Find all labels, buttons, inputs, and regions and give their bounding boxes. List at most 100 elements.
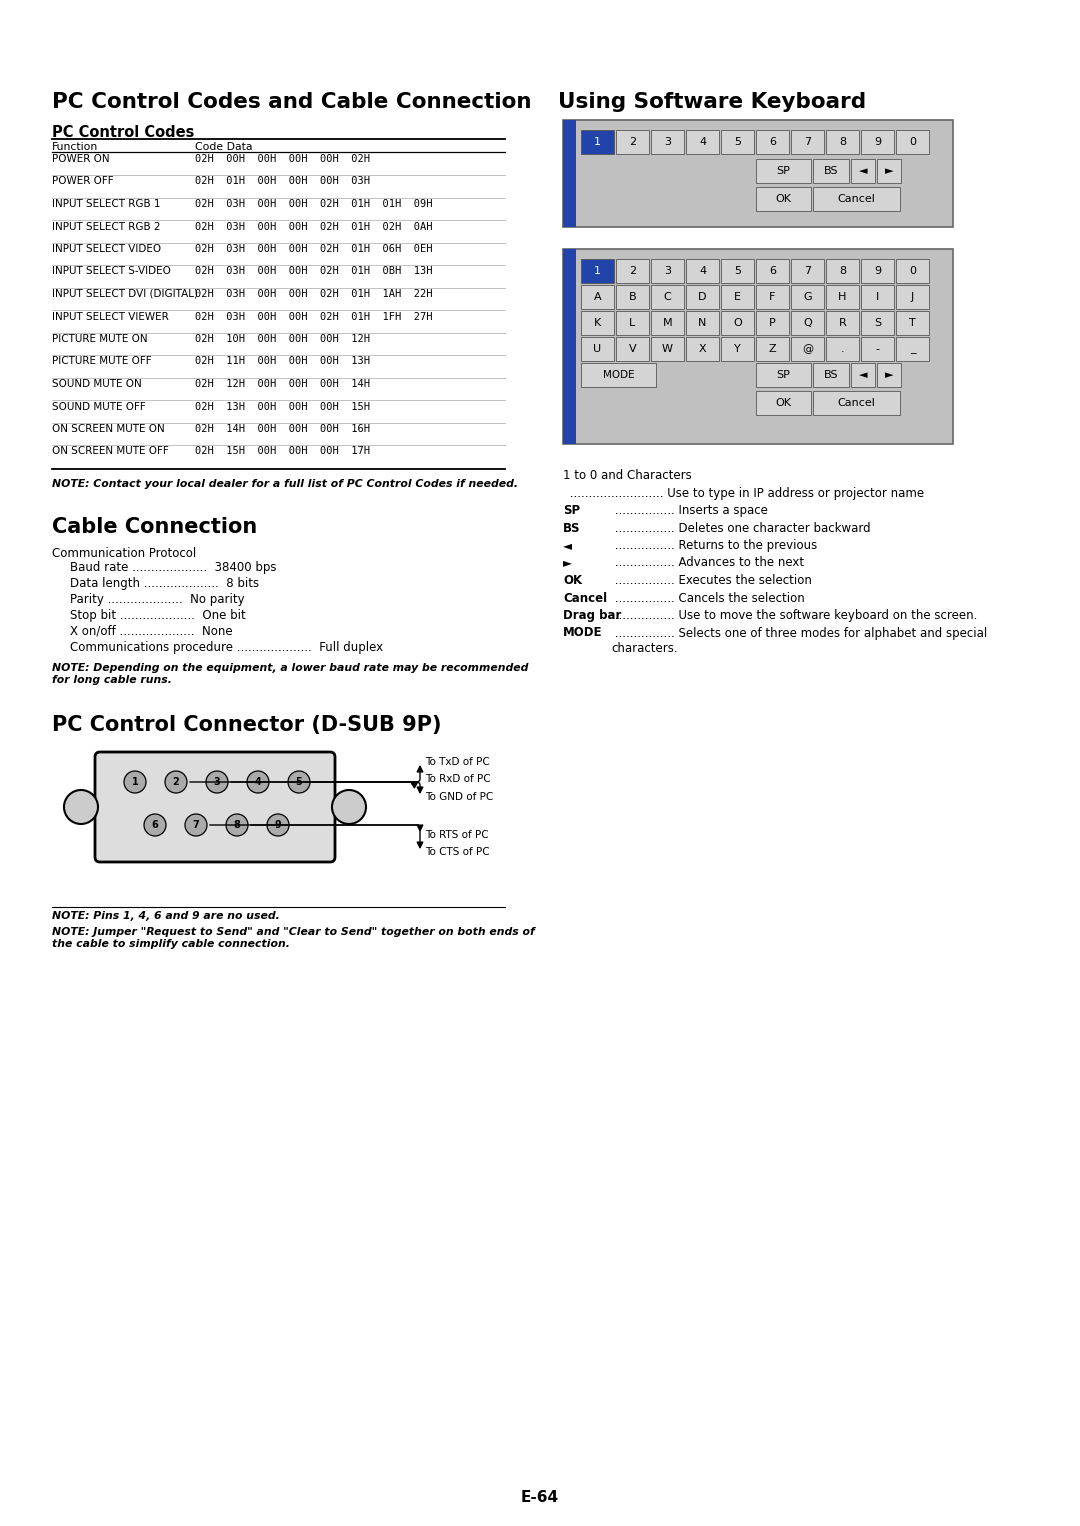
Circle shape	[124, 771, 146, 794]
Text: 2: 2	[629, 137, 636, 146]
Text: POWER OFF: POWER OFF	[52, 177, 113, 186]
Text: A: A	[594, 291, 602, 302]
Bar	[616, 311, 649, 336]
Text: PICTURE MUTE ON: PICTURE MUTE ON	[52, 334, 148, 343]
Text: PC Control Codes: PC Control Codes	[52, 125, 194, 140]
Text: INPUT SELECT VIDEO: INPUT SELECT VIDEO	[52, 244, 161, 253]
Circle shape	[267, 813, 289, 836]
Text: INPUT SELECT RGB 1: INPUT SELECT RGB 1	[52, 198, 161, 209]
Bar	[813, 363, 849, 388]
Text: INPUT SELECT VIEWER: INPUT SELECT VIEWER	[52, 311, 168, 322]
Circle shape	[247, 771, 269, 794]
Text: SP: SP	[777, 369, 791, 380]
Text: OK: OK	[563, 574, 582, 588]
Text: To TxD of PC: To TxD of PC	[426, 757, 489, 768]
Bar	[581, 259, 615, 282]
Text: Communication Protocol: Communication Protocol	[52, 546, 197, 560]
Bar	[756, 363, 811, 388]
Bar	[756, 391, 811, 415]
Text: 8: 8	[233, 819, 241, 830]
Text: ................ Selects one of three modes for alphabet and special
characters.: ................ Selects one of three mo…	[611, 627, 987, 655]
Bar	[791, 337, 824, 362]
Text: M: M	[663, 317, 673, 328]
Bar	[686, 337, 719, 362]
Text: 7: 7	[804, 266, 811, 276]
Bar	[616, 130, 649, 154]
Text: J: J	[910, 291, 914, 302]
Text: F: F	[769, 291, 775, 302]
Text: 02H  11H  00H  00H  00H  13H: 02H 11H 00H 00H 00H 13H	[195, 357, 370, 366]
Text: 7: 7	[192, 819, 200, 830]
Text: ................ Use to move the software keyboard on the screen.: ................ Use to move the softwar…	[611, 609, 977, 623]
Text: 3: 3	[214, 777, 220, 787]
Text: ................ Advances to the next: ................ Advances to the next	[611, 557, 805, 569]
Text: L: L	[630, 317, 636, 328]
Text: 02H  13H  00H  00H  00H  15H: 02H 13H 00H 00H 00H 15H	[195, 401, 370, 412]
Bar	[896, 285, 929, 308]
Bar	[851, 363, 875, 388]
Text: BS: BS	[824, 166, 838, 175]
Bar	[581, 363, 656, 388]
Bar	[756, 159, 811, 183]
Bar	[861, 311, 894, 336]
Bar	[581, 311, 615, 336]
Bar	[651, 130, 684, 154]
Text: 5: 5	[734, 266, 741, 276]
Text: ON SCREEN MUTE ON: ON SCREEN MUTE ON	[52, 424, 165, 433]
Text: T: T	[909, 317, 916, 328]
Text: 5: 5	[296, 777, 302, 787]
Text: Parity ....................  No parity: Parity .................... No parity	[70, 594, 245, 606]
Circle shape	[332, 790, 366, 824]
Text: 4: 4	[699, 266, 706, 276]
Bar	[616, 285, 649, 308]
Text: 8: 8	[839, 137, 846, 146]
Text: BS: BS	[824, 369, 838, 380]
Text: MODE: MODE	[603, 369, 634, 380]
Text: ......................... Use to type in IP address or projector name: ......................... Use to type in…	[566, 487, 924, 499]
Text: S: S	[874, 317, 881, 328]
Bar	[756, 337, 789, 362]
Text: 3: 3	[664, 266, 671, 276]
Text: ◄: ◄	[563, 539, 572, 552]
Bar	[813, 391, 900, 415]
Circle shape	[144, 813, 166, 836]
Text: 02H  03H  00H  00H  02H  01H  02H  0AH: 02H 03H 00H 00H 02H 01H 02H 0AH	[195, 221, 432, 232]
Text: ................ Returns to the previous: ................ Returns to the previous	[611, 539, 818, 552]
Text: N: N	[699, 317, 706, 328]
Text: 02H  03H  00H  00H  02H  01H  06H  0EH: 02H 03H 00H 00H 02H 01H 06H 0EH	[195, 244, 432, 253]
Circle shape	[64, 790, 98, 824]
Bar	[581, 337, 615, 362]
Bar	[861, 259, 894, 282]
Text: 3: 3	[664, 137, 671, 146]
Bar	[616, 337, 649, 362]
Text: 1: 1	[132, 777, 138, 787]
Text: MODE: MODE	[563, 627, 603, 639]
Bar	[721, 259, 754, 282]
Text: INPUT SELECT RGB 2: INPUT SELECT RGB 2	[52, 221, 161, 232]
Text: U: U	[593, 343, 602, 354]
Text: 9: 9	[874, 137, 881, 146]
FancyBboxPatch shape	[563, 121, 953, 227]
Text: I: I	[876, 291, 879, 302]
Bar	[861, 130, 894, 154]
Text: @: @	[802, 343, 813, 354]
Text: ►: ►	[885, 166, 893, 175]
Text: 2: 2	[173, 777, 179, 787]
Bar	[651, 337, 684, 362]
Text: POWER ON: POWER ON	[52, 154, 110, 163]
Text: .: .	[840, 343, 845, 354]
Text: SOUND MUTE OFF: SOUND MUTE OFF	[52, 401, 146, 412]
Text: 4: 4	[255, 777, 261, 787]
Bar	[651, 259, 684, 282]
Text: To RTS of PC: To RTS of PC	[426, 830, 488, 839]
Text: W: W	[662, 343, 673, 354]
Bar	[896, 259, 929, 282]
Text: B: B	[629, 291, 636, 302]
Text: 9: 9	[874, 266, 881, 276]
Text: 2: 2	[629, 266, 636, 276]
Text: Data length ....................  8 bits: Data length .................... 8 bits	[70, 577, 259, 591]
Text: 1 to 0 and Characters: 1 to 0 and Characters	[563, 468, 692, 482]
Text: Function: Function	[52, 142, 98, 153]
Text: 0: 0	[909, 266, 916, 276]
Text: 7: 7	[804, 137, 811, 146]
